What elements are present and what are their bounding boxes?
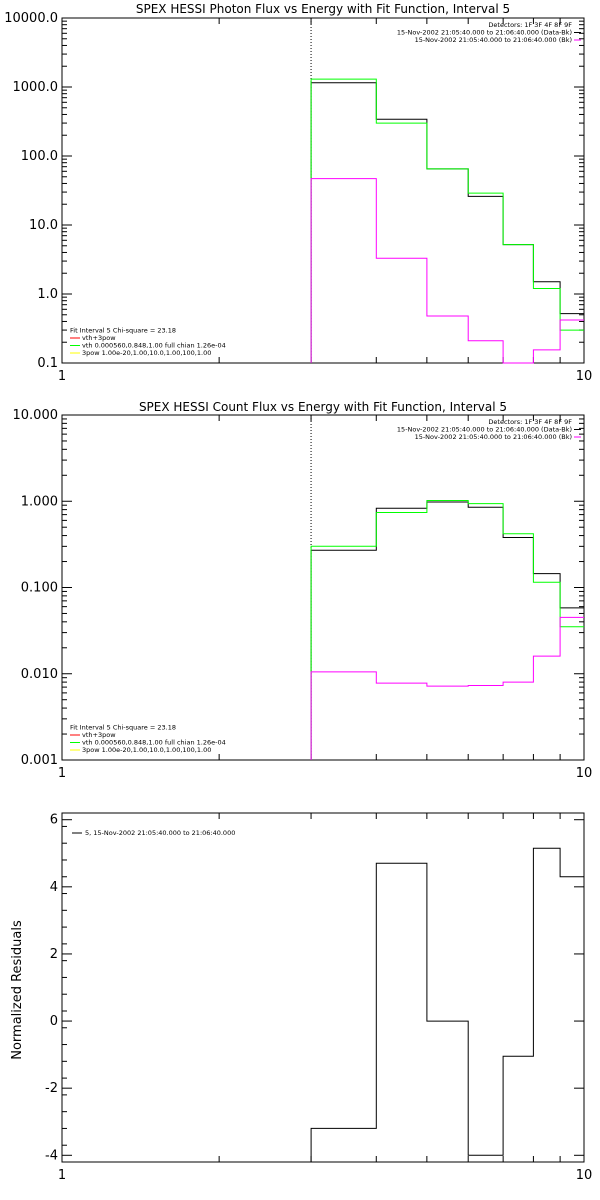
count-flux-ytick-label: 10.000 bbox=[13, 408, 59, 423]
count-flux-ytick-label: 0.001 bbox=[21, 753, 58, 768]
residuals-ytick-label: 2 bbox=[50, 947, 58, 962]
photon-flux-legend-entry: Detectors: 1F 3F 4F 8F 9F bbox=[488, 21, 572, 29]
residuals-ytick-label: -4 bbox=[45, 1148, 58, 1163]
photon-flux-fit-legend-entry: Fit Interval 5 Chi-square = 23.18 bbox=[70, 327, 176, 335]
count-flux-series-2-histogram bbox=[310, 616, 584, 760]
residuals-ytick-label: 4 bbox=[50, 880, 58, 895]
photon-flux-ytick-label: 1.0 bbox=[37, 287, 58, 302]
residuals-series-group bbox=[310, 847, 584, 1162]
count-flux-plot-frame bbox=[61, 414, 585, 761]
photon-flux-xtick-label: 1 bbox=[58, 369, 66, 384]
photon-flux-panel: SPEX HESSI Photon Flux vs Energy with Fi… bbox=[4, 2, 592, 384]
residuals-ytick-label: 6 bbox=[50, 813, 58, 828]
photon-flux-fit-legend-entry: 3pow 1.00e-20,1.00,10.0,1.00,100,1.00 bbox=[82, 349, 211, 357]
count-flux-fit-legend-entry: vth+3pow bbox=[82, 731, 116, 739]
photon-flux-fit-legend-entry: vth 0.000560,0.848,1.00 full chian 1.26e… bbox=[82, 342, 226, 350]
count-flux-series-1-histogram bbox=[310, 500, 584, 760]
photon-flux-ytick-label: 0.1 bbox=[37, 356, 58, 371]
count-flux-ytick-label: 0.100 bbox=[21, 581, 58, 596]
photon-flux-plot-frame bbox=[61, 17, 585, 364]
count-flux-fit-legend-entry: Fit Interval 5 Chi-square = 23.18 bbox=[70, 724, 176, 732]
photon-flux-title: SPEX HESSI Photon Flux vs Energy with Fi… bbox=[136, 2, 510, 16]
photon-flux-series-0-histogram bbox=[310, 82, 584, 363]
count-flux-xtick-label: 1 bbox=[58, 766, 66, 781]
photon-flux-axis-ticks: 0.1 1.0 10.0 100.0 1000.0 10000.0 1 10 bbox=[4, 11, 592, 384]
count-flux-legend-entry: 15-Nov-2002 21:05:40.000 to 21:06:40.000… bbox=[415, 433, 572, 441]
count-flux-series-group bbox=[310, 415, 584, 760]
residuals-legend: 5, 15-Nov-2002 21:05:40.000 to 21:06:40.… bbox=[72, 829, 235, 837]
photon-flux-ytick-label: 1000.0 bbox=[13, 80, 59, 95]
count-flux-legend-entry: 15-Nov-2002 21:05:40.000 to 21:06:40.000… bbox=[397, 426, 572, 434]
residuals-xtick-label: 10 bbox=[576, 1168, 593, 1183]
count-flux-ytick-label: 1.000 bbox=[21, 494, 58, 509]
photon-flux-series-2-histogram bbox=[310, 178, 584, 364]
count-flux-title: SPEX HESSI Count Flux vs Energy with Fit… bbox=[139, 400, 507, 414]
count-flux-series-0-histogram bbox=[310, 501, 584, 760]
photon-flux-series-group bbox=[310, 18, 584, 364]
photon-flux-legend-entry: 15-Nov-2002 21:05:40.000 to 21:06:40.000… bbox=[397, 29, 572, 37]
residuals-panel: Normalized Residuals -4 -2 0 2 4 6 1 10 5, 15-N… bbox=[10, 812, 592, 1183]
residuals-axis-ticks: -4 -2 0 2 4 6 1 10 bbox=[45, 813, 592, 1183]
photon-flux-ytick-label: 10.0 bbox=[29, 218, 58, 233]
count-flux-fit-legend-entry: 3pow 1.00e-20,1.00,10.0,1.00,100,1.00 bbox=[82, 746, 211, 754]
residuals-ylabel: Normalized Residuals bbox=[10, 920, 25, 1060]
count-flux-ytick-label: 0.010 bbox=[21, 667, 58, 682]
residuals-series-0-histogram bbox=[310, 847, 584, 1162]
residuals-ytick-label: 0 bbox=[50, 1014, 58, 1029]
photon-flux-legend-entry: 15-Nov-2002 21:05:40.000 to 21:06:40.000… bbox=[415, 36, 572, 44]
count-flux-xtick-label: 10 bbox=[576, 766, 593, 781]
photon-flux-xtick-label: 10 bbox=[576, 369, 593, 384]
residuals-xtick-label: 1 bbox=[58, 1168, 66, 1183]
photon-flux-series-1-histogram bbox=[310, 78, 584, 363]
count-flux-panel: SPEX HESSI Count Flux vs Energy with Fit… bbox=[13, 400, 593, 781]
count-flux-legend-entry: Detectors: 1F 3F 4F 8F 9F bbox=[488, 418, 572, 426]
count-flux-axis-ticks: 0.001 0.010 0.100 1.000 10.000 1 10 bbox=[13, 408, 593, 781]
photon-flux-ytick-label: 100.0 bbox=[21, 149, 58, 164]
photon-flux-fit-legend-entry: vth+3pow bbox=[82, 334, 116, 342]
residuals-legend-entry: 5, 15-Nov-2002 21:05:40.000 to 21:06:40.… bbox=[85, 829, 235, 837]
residuals-plot-frame bbox=[61, 812, 585, 1163]
count-flux-fit-legend-entry: vth 0.000560,0.848,1.00 full chian 1.26e… bbox=[82, 739, 226, 747]
residuals-ytick-label: -2 bbox=[45, 1081, 58, 1096]
photon-flux-ytick-label: 10000.0 bbox=[4, 11, 58, 26]
